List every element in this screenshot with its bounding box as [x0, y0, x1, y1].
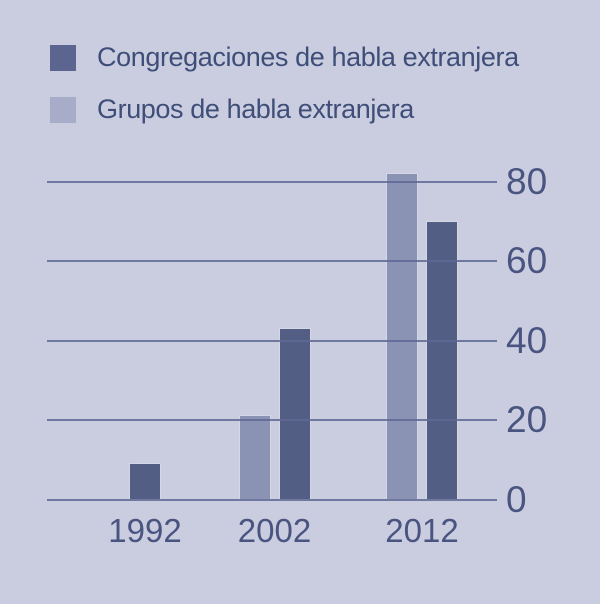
- bar-grupos-2002: [239, 416, 270, 500]
- bar-congregaciones-2002: [279, 328, 310, 500]
- y-tick-label-60: 60: [506, 240, 548, 282]
- legend-label-grupos: Grupos de habla extranjera: [97, 94, 414, 124]
- bar-grupos-2012: [387, 174, 417, 500]
- x-tick-label-1992: 1992: [108, 512, 182, 549]
- gridline-80: [47, 181, 497, 183]
- bar-congregaciones-2012: [427, 221, 457, 500]
- gridline-60: [47, 260, 497, 263]
- legend-item-grupos: Grupos de habla extranjera: [50, 94, 519, 124]
- legend-label-congregaciones: Congregaciones de habla extranjera: [97, 42, 519, 72]
- y-tick-label-20: 20: [506, 399, 548, 441]
- y-tick-label-80: 80: [506, 161, 548, 202]
- y-tick-label-0: 0: [506, 478, 527, 520]
- gridline-40: [47, 339, 497, 342]
- x-tick-label-2012: 2012: [385, 512, 459, 549]
- legend-swatch-congregaciones-icon: [50, 44, 76, 71]
- gridline-0: [47, 498, 497, 501]
- bar-congregaciones-1992: [130, 463, 160, 500]
- x-tick-label-2002: 2002: [237, 512, 312, 549]
- legend-swatch-grupos-icon: [50, 96, 76, 123]
- legend: Congregaciones de habla extranjera Grupo…: [50, 42, 519, 148]
- legend-item-congregaciones: Congregaciones de habla extranjera: [50, 42, 519, 72]
- y-tick-label-40: 40: [506, 319, 548, 361]
- gridline-20: [47, 419, 497, 422]
